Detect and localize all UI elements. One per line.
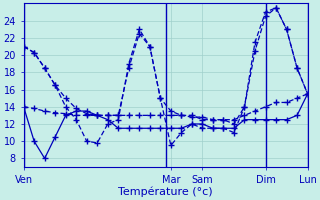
X-axis label: Température (°c): Température (°c) [118, 186, 213, 197]
